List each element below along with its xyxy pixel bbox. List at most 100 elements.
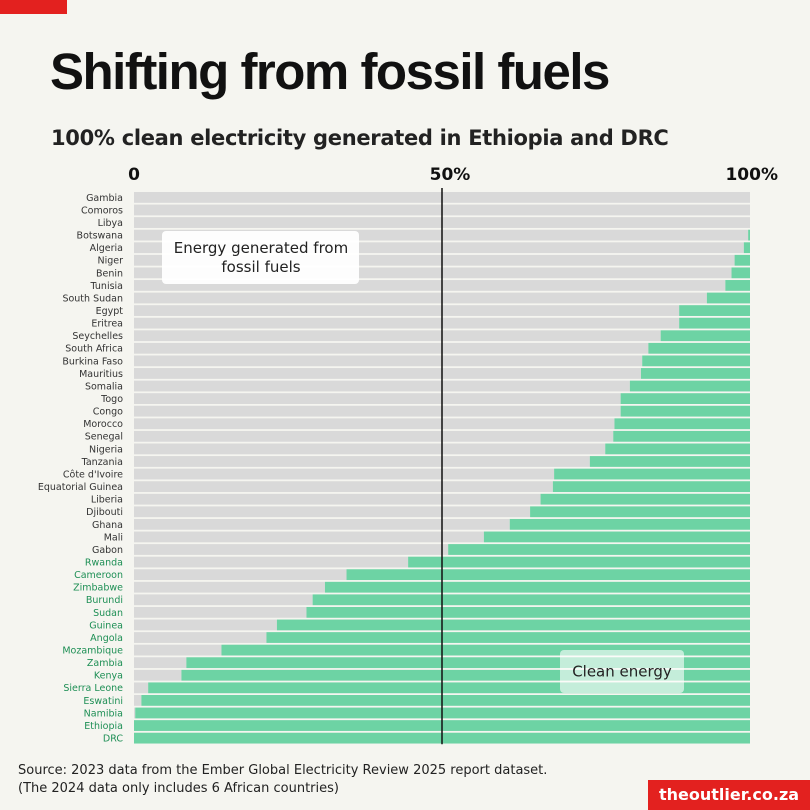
bar-row bbox=[134, 242, 750, 254]
bar-row bbox=[134, 380, 750, 392]
fossil-bar bbox=[134, 418, 615, 430]
bar-row bbox=[134, 569, 750, 581]
category-label: Zambia bbox=[87, 658, 123, 669]
category-label: Liberia bbox=[91, 495, 123, 506]
clean-bar bbox=[186, 657, 751, 669]
bar-row bbox=[134, 481, 750, 493]
bar-row bbox=[134, 632, 750, 643]
category-label: DRC bbox=[103, 734, 123, 745]
bar-row bbox=[134, 430, 750, 442]
clean-bar bbox=[509, 518, 750, 530]
brand-accent-bar bbox=[0, 0, 67, 14]
clean-bar bbox=[266, 632, 750, 643]
fossil-bar bbox=[134, 556, 409, 568]
category-label: Sierra Leone bbox=[63, 683, 123, 694]
category-label: Mozambique bbox=[62, 646, 123, 657]
x-axis-ticks: 0 50% 100% bbox=[128, 165, 778, 185]
bar-row bbox=[134, 556, 750, 568]
fossil-bar bbox=[134, 355, 643, 367]
clean-bar bbox=[540, 493, 750, 505]
category-label: Mauritius bbox=[79, 369, 123, 380]
bar-row bbox=[134, 254, 750, 266]
bar-row bbox=[134, 405, 750, 417]
clean-bar bbox=[448, 544, 750, 555]
category-label: Sudan bbox=[93, 608, 123, 619]
bar-row bbox=[134, 443, 750, 455]
fossil-bar bbox=[134, 657, 187, 669]
fossil-bar bbox=[134, 317, 680, 329]
category-label: Benin bbox=[96, 268, 123, 279]
bar-row bbox=[134, 368, 750, 379]
bar-row bbox=[134, 606, 750, 618]
bar-row bbox=[134, 355, 750, 367]
clean-bar bbox=[731, 267, 750, 279]
clean-bar bbox=[148, 682, 751, 694]
fossil-bar bbox=[134, 695, 142, 706]
fossil-bar bbox=[134, 267, 732, 279]
annotation-box bbox=[560, 650, 684, 693]
bar-row bbox=[134, 644, 751, 656]
category-label: Kenya bbox=[94, 671, 123, 682]
fossil-bar bbox=[134, 682, 149, 694]
clean-bar bbox=[748, 229, 750, 241]
category-label: South Africa bbox=[65, 344, 123, 355]
bar-row bbox=[134, 506, 750, 518]
category-label: Togo bbox=[100, 394, 123, 405]
category-label: Senegal bbox=[85, 432, 123, 443]
bar-row bbox=[134, 280, 750, 291]
fossil-bar bbox=[134, 594, 313, 606]
bar-row bbox=[134, 518, 750, 530]
clean-bar bbox=[554, 468, 750, 480]
fossil-bar bbox=[134, 606, 307, 618]
fossil-bar bbox=[134, 405, 621, 417]
fossil-bar bbox=[134, 468, 555, 480]
clean-bar bbox=[605, 443, 750, 455]
fossil-bar bbox=[134, 229, 749, 241]
clean-bar bbox=[483, 531, 750, 543]
clean-bar bbox=[408, 556, 750, 568]
fossil-bar bbox=[134, 632, 267, 643]
bar-row bbox=[134, 418, 750, 430]
fossil-bar bbox=[134, 669, 182, 681]
clean-bar bbox=[629, 380, 750, 392]
fossil-bar bbox=[134, 430, 614, 442]
category-label: Ethiopia bbox=[84, 721, 123, 732]
bars bbox=[134, 192, 751, 744]
clean-bar bbox=[614, 418, 750, 430]
fossil-bar bbox=[134, 342, 649, 354]
fossil-bar bbox=[134, 644, 222, 656]
bar-row bbox=[134, 468, 750, 480]
category-label: Rwanda bbox=[85, 557, 123, 568]
category-label: Seychelles bbox=[72, 331, 123, 342]
bar-row bbox=[134, 657, 751, 669]
clean-bar bbox=[648, 342, 750, 354]
category-label: Côte d'Ivoire bbox=[63, 469, 123, 480]
fossil-bar bbox=[134, 280, 726, 291]
category-label: Ghana bbox=[92, 520, 123, 531]
bar-row bbox=[134, 305, 750, 316]
fossil-bar bbox=[134, 531, 484, 543]
bar-row bbox=[134, 267, 750, 279]
bar-row bbox=[134, 229, 750, 241]
bar-row bbox=[134, 292, 750, 304]
fossil-bar bbox=[134, 305, 680, 316]
bar-row bbox=[134, 531, 750, 543]
category-label: Egypt bbox=[96, 306, 124, 317]
category-label: Angola bbox=[90, 633, 123, 644]
category-label: Tunisia bbox=[90, 281, 123, 292]
fossil-bar bbox=[134, 380, 630, 392]
clean-bar bbox=[589, 456, 750, 467]
x-tick-label: 50% bbox=[430, 165, 471, 185]
clean-bar bbox=[306, 606, 750, 618]
category-label: Zimbabwe bbox=[73, 583, 123, 594]
category-label: Niger bbox=[97, 256, 123, 267]
bar-row bbox=[134, 581, 750, 593]
clean-bar bbox=[743, 242, 750, 254]
brand-badge: theoutlier.co.za bbox=[648, 780, 810, 810]
clean-bar bbox=[706, 292, 750, 304]
fossil-bar bbox=[134, 292, 707, 304]
category-label: South Sudan bbox=[62, 293, 123, 304]
category-label: Morocco bbox=[83, 419, 123, 430]
